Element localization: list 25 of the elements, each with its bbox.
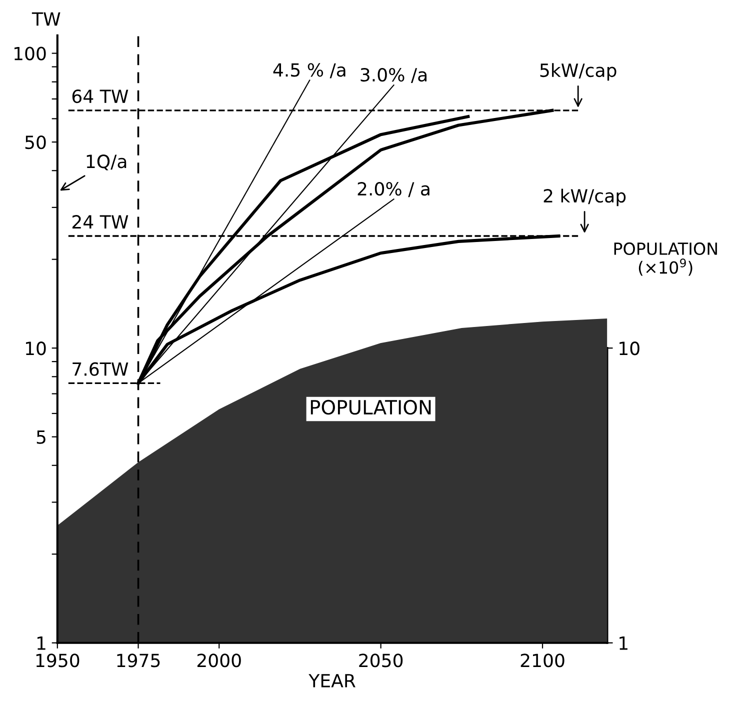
series-label: 3.0% /a [360,68,426,84]
y2-axis-title: POPULATION (×10$^{9}$) [614,242,717,276]
y2-tick-label: 10 [620,342,640,356]
x-tick-label: 2050 [359,654,403,668]
annotation: 2 kW/cap [544,188,626,206]
y-tick-label: 1 [37,636,46,650]
annotation: POPULATION [310,400,431,415]
y-tick-label: 10 [26,342,46,356]
series-label: 4.5 % /a [273,63,346,78]
ref-line-label: 7.6TW [72,362,128,376]
y-tick-label: 5 [36,430,46,444]
annotation: 1Q/a [86,154,126,170]
annotation: 5kW/cap [540,63,616,81]
series-label: 2.0% / a [358,182,430,198]
x-tick-label: 2100 [520,654,564,668]
x-tick-label: 2000 [197,654,241,668]
x-axis-title: YEAR [308,674,356,688]
y-axis-title: TW [32,12,60,26]
y-tick-label: 50 [25,135,46,150]
x-tick-label: 1950 [36,654,80,668]
y2-tick-label: 1 [620,636,628,650]
ref-line-label: 24 TW [72,215,128,228]
x-tick-label: 1975 [117,654,160,668]
y-tick-label: 100 [14,46,46,60]
ref-line-label: 64 TW [72,89,128,104]
